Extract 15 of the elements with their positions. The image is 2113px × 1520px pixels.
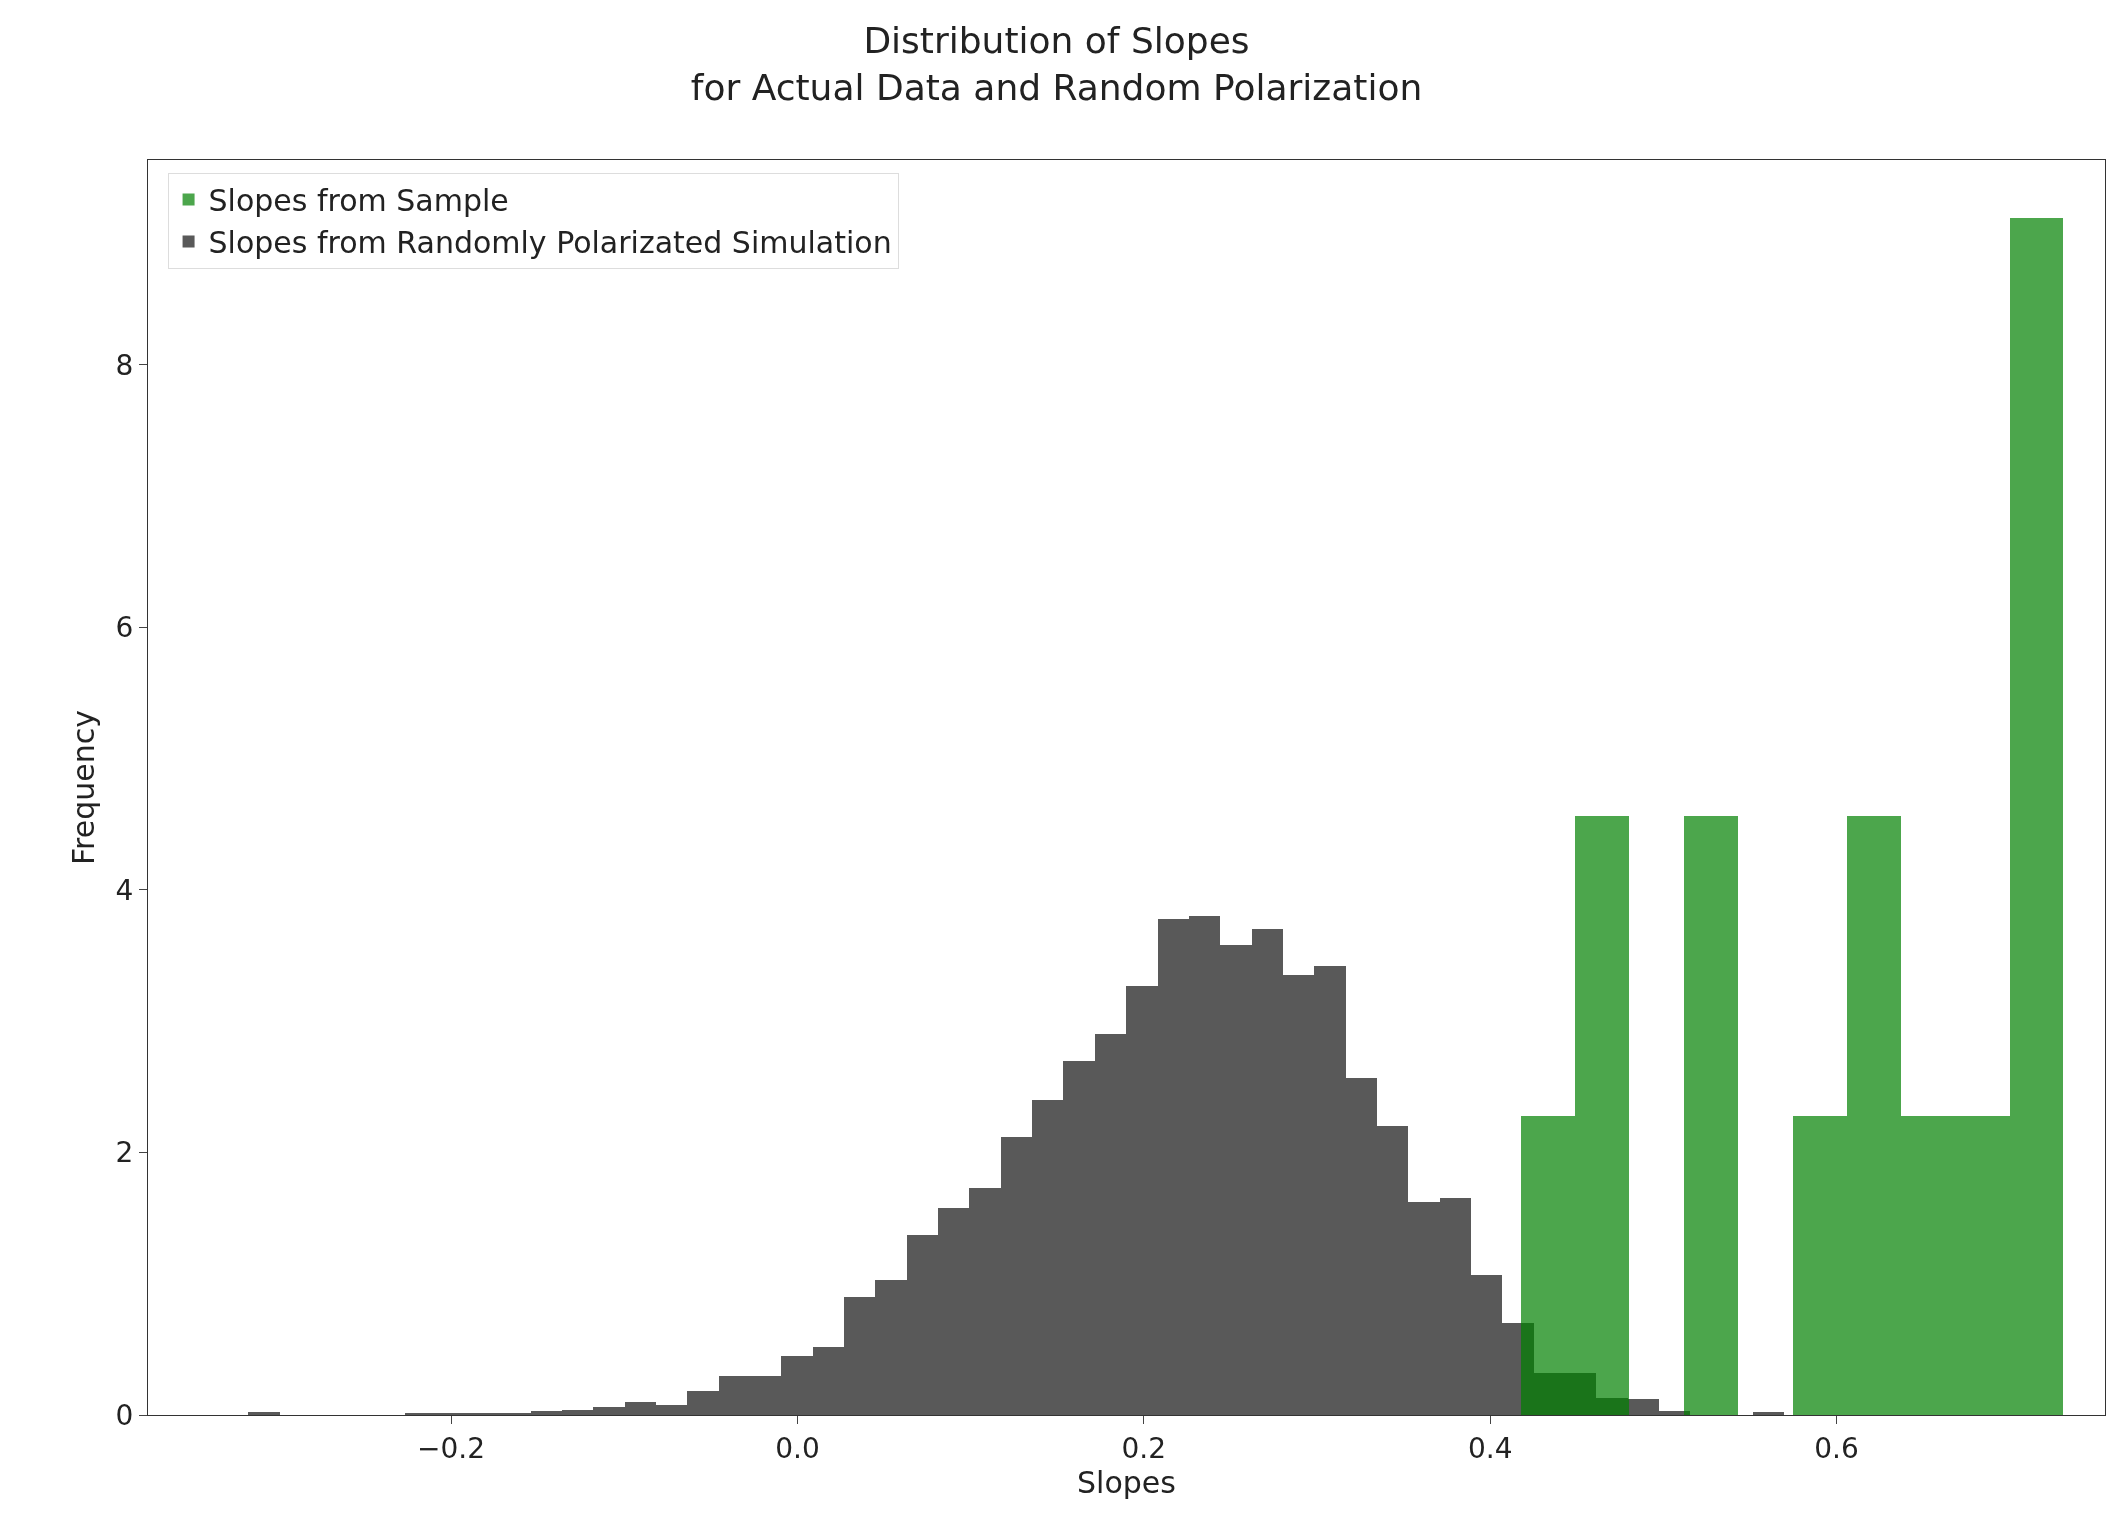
y-tick-label: 2 [115,1136,134,1170]
y-axis-title: Frequency [65,710,101,865]
y-tick-label: 8 [115,348,134,382]
x-tick-label: 0.0 [775,1431,820,1465]
x-axis-title: Slopes [1077,1464,1176,1500]
y-tick-label: 6 [115,611,134,645]
chart-title: Distribution of Slopes for Actual Data and Random Polarization [690,20,1423,108]
x-tick-label: −0.2 [417,1431,486,1465]
x-tick-label: 0.4 [1467,1431,1513,1465]
legend-label: Slopes from Sample [208,183,509,219]
y-tick-label: 4 [115,873,134,907]
x-tick-label: 0.6 [1814,1431,1859,1465]
y-tick-label: 0 [115,1398,134,1432]
x-tick-label: 0.2 [1121,1431,1167,1465]
legend-label: Slopes from Randomly Polarizated Simulation [208,225,892,261]
